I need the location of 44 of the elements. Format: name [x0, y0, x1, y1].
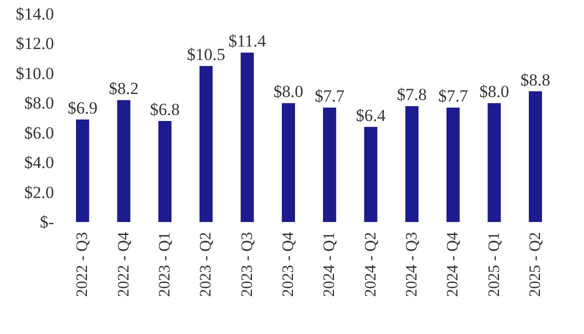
y-tick-label: $4.0 — [24, 153, 54, 172]
x-tick-label: 2023 - Q2 — [198, 232, 215, 297]
data-label: $8.0 — [274, 82, 304, 102]
data-label: $7.8 — [397, 85, 427, 104]
y-tick-label: $14.0 — [16, 4, 54, 24]
x-tick-label: 2024 - Q2 — [362, 232, 380, 297]
bar — [282, 103, 296, 222]
bar — [446, 108, 460, 222]
data-label: $10.5 — [186, 45, 226, 64]
x-tick-label: 2023 - Q4 — [280, 232, 297, 297]
bar — [364, 126, 378, 222]
x-tick-label: 2025 - Q2 — [526, 232, 544, 297]
data-label: $6.4 — [356, 106, 386, 125]
y-tick-label: $12.0 — [16, 34, 54, 54]
bar — [488, 103, 501, 222]
x-tick-label: 2023 - Q3 — [238, 232, 256, 297]
y-tick-label: $- — [40, 212, 54, 232]
y-tick-label: $8.0 — [24, 94, 54, 113]
x-tick-label: 2022 - Q4 — [115, 232, 132, 297]
bar — [528, 91, 542, 222]
y-tick-label: $10.0 — [16, 64, 54, 83]
y-tick-label: $6.0 — [24, 123, 54, 142]
data-label: $6.9 — [68, 98, 98, 118]
bar — [405, 106, 419, 222]
data-label: $8.8 — [520, 70, 550, 90]
data-label: $8.2 — [108, 79, 139, 98]
bar — [240, 52, 254, 222]
data-label: $11.4 — [228, 32, 267, 51]
x-tick-label: 2023 - Q1 — [156, 232, 174, 297]
x-tick-label: 2025 - Q1 — [486, 232, 503, 297]
x-tick-label: 2024 - Q1 — [321, 232, 338, 297]
data-label: $8.0 — [479, 82, 510, 102]
x-tick-label: 2024 - Q4 — [444, 232, 462, 297]
bar — [199, 66, 213, 222]
data-label: $7.7 — [314, 86, 345, 106]
x-tick-label: 2024 - Q3 — [403, 232, 420, 297]
y-tick-label: $2.0 — [24, 182, 54, 202]
data-label: $7.7 — [438, 86, 468, 106]
bar — [158, 120, 172, 222]
bar — [322, 108, 336, 222]
x-tick-label: 2022 - Q3 — [74, 232, 92, 297]
bar — [76, 119, 90, 222]
bar — [117, 100, 130, 222]
data-label: $6.8 — [150, 100, 180, 119]
